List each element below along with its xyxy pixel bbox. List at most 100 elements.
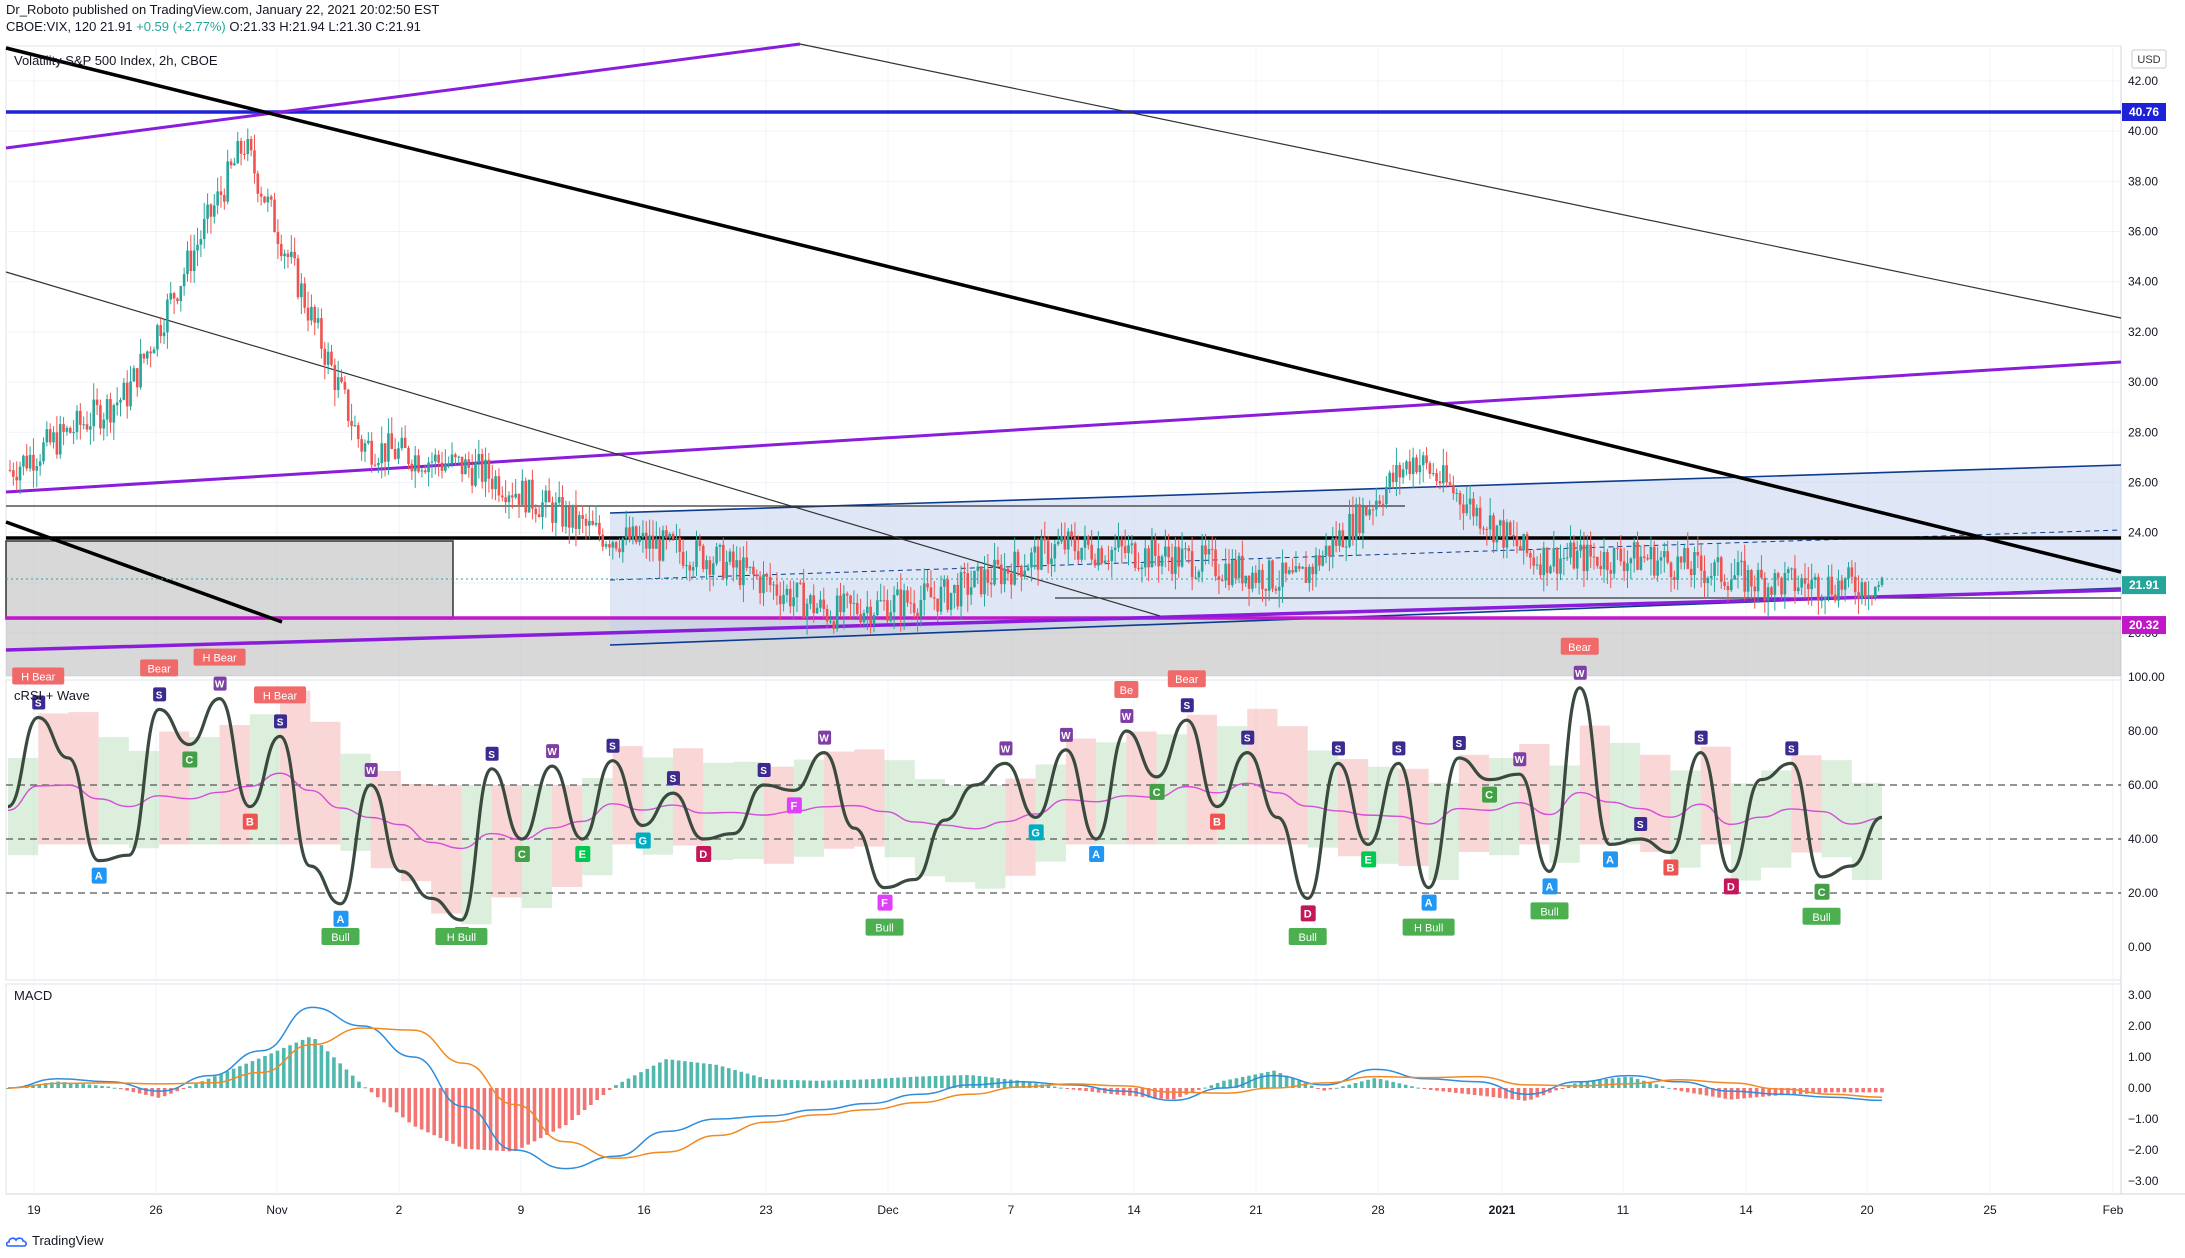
macd-histogram-bar bbox=[43, 1083, 48, 1088]
macd-histogram-bar bbox=[864, 1079, 869, 1088]
wave-marker-bottom bbox=[1028, 824, 1044, 841]
candle-body bbox=[1298, 566, 1301, 569]
candle-body bbox=[1673, 577, 1676, 580]
candle-body bbox=[1746, 570, 1750, 592]
lower-gray-zone bbox=[6, 618, 2121, 676]
macd-histogram-bar bbox=[1165, 1088, 1170, 1100]
bear-label-text: Bear bbox=[1568, 642, 1592, 654]
candle-body bbox=[243, 153, 246, 155]
macd-histogram-bar bbox=[589, 1088, 593, 1106]
candle-body bbox=[296, 258, 300, 298]
candle-body bbox=[236, 140, 240, 164]
x-tick-label: 19 bbox=[27, 1203, 41, 1217]
candle-body bbox=[1693, 552, 1696, 576]
candle-body bbox=[1291, 570, 1294, 573]
candle-body bbox=[1529, 553, 1532, 558]
candle-body bbox=[450, 454, 454, 464]
candle-body bbox=[1301, 566, 1304, 569]
bear-label bbox=[1560, 637, 1599, 655]
macd-histogram-bar bbox=[250, 1061, 255, 1088]
candle-body bbox=[1264, 589, 1268, 591]
candle-body bbox=[494, 476, 497, 490]
candle-body bbox=[1562, 557, 1566, 559]
candle-body bbox=[1552, 548, 1556, 567]
macd-histogram-bar bbox=[1159, 1088, 1164, 1099]
bear-label bbox=[193, 648, 246, 666]
currency-label: USD bbox=[2137, 54, 2160, 66]
candle-body bbox=[139, 353, 142, 388]
wave-marker-top bbox=[485, 746, 499, 761]
time-axis[interactable]: 19 26 Nov 2 9 16 23 Dec 7 14 21 28 2021 11 14 20 25 Feb bbox=[27, 1203, 2123, 1217]
candle-body bbox=[581, 515, 584, 519]
macd-pane[interactable] bbox=[5, 983, 2122, 1195]
candle-body bbox=[437, 454, 440, 463]
tradingview-logo[interactable]: TradingView bbox=[5, 1233, 104, 1248]
candle-body bbox=[956, 584, 960, 607]
bull-label bbox=[865, 918, 904, 936]
macd-histogram-bar bbox=[1479, 1088, 1483, 1096]
macd-histogram-bar bbox=[921, 1076, 925, 1088]
bull-label bbox=[1402, 918, 1455, 936]
candle-body bbox=[521, 480, 524, 505]
candle-body bbox=[1877, 585, 1880, 587]
candle-body bbox=[1237, 555, 1241, 579]
candle-body bbox=[1338, 530, 1341, 546]
macd-histogram-bar bbox=[426, 1088, 430, 1133]
candle-body bbox=[444, 464, 447, 471]
candle-body bbox=[1656, 560, 1659, 576]
rsi-signal-line bbox=[7, 772, 1883, 850]
candle-body bbox=[1505, 522, 1509, 548]
macd-histogram-bar bbox=[1416, 1087, 1421, 1089]
candle-body bbox=[1847, 567, 1850, 579]
candle-body bbox=[1622, 561, 1626, 572]
macd-histogram-bar bbox=[300, 1039, 305, 1088]
x-tick-label: 9 bbox=[518, 1203, 525, 1217]
candle-body bbox=[457, 456, 461, 458]
candle-body bbox=[1790, 568, 1793, 570]
bull-label bbox=[1802, 907, 1841, 925]
rsi-cloud-segment bbox=[703, 762, 734, 861]
macd-histogram-bar bbox=[733, 1069, 737, 1088]
candle-body bbox=[1408, 461, 1412, 475]
candle-body bbox=[1817, 576, 1820, 601]
candle-body bbox=[514, 493, 517, 498]
candle-body bbox=[1683, 548, 1686, 563]
macd-histogram-bar bbox=[1316, 1088, 1320, 1089]
candle-body bbox=[1087, 536, 1090, 545]
macd-histogram-bar bbox=[1046, 1085, 1051, 1088]
candle-body bbox=[1763, 577, 1767, 601]
wave-marker-letter: E bbox=[1364, 854, 1371, 866]
candle-body bbox=[621, 538, 625, 553]
candle-body bbox=[1093, 559, 1097, 566]
candle-body bbox=[1632, 542, 1636, 559]
macd-signal-line bbox=[7, 1027, 1883, 1160]
bear-label-text: Bear bbox=[1175, 674, 1199, 686]
candles[interactable] bbox=[8, 128, 1884, 635]
macd-histogram-bar bbox=[1259, 1073, 1264, 1088]
candle-body bbox=[1830, 576, 1834, 595]
macd-histogram-bar bbox=[294, 1042, 299, 1088]
candle-body bbox=[343, 381, 347, 390]
candle-body bbox=[1760, 569, 1763, 578]
candle-body bbox=[1642, 556, 1646, 558]
bear-label-text: Bear bbox=[148, 663, 172, 675]
wave-marker-letter: D bbox=[1727, 881, 1735, 893]
candle-body bbox=[711, 563, 715, 575]
wave-marker-letter: A bbox=[1425, 898, 1433, 910]
candle-body bbox=[283, 253, 286, 257]
macd-histogram-bar bbox=[520, 1088, 524, 1148]
candle-body bbox=[588, 520, 591, 526]
candle-body bbox=[778, 595, 782, 605]
price-tick-label: 24.00 bbox=[2128, 526, 2158, 540]
candle-body bbox=[805, 603, 809, 619]
macd-histogram-bar bbox=[1742, 1088, 1746, 1099]
macd-histogram-bar bbox=[570, 1088, 574, 1121]
candle-body bbox=[1773, 573, 1777, 595]
macd-histogram-bar bbox=[639, 1072, 643, 1088]
macd-histogram-bar bbox=[1209, 1085, 1214, 1088]
macd-histogram-bar bbox=[1334, 1087, 1339, 1089]
candle-body bbox=[1636, 542, 1639, 570]
candle-body bbox=[1596, 556, 1599, 566]
candle-body bbox=[1368, 509, 1371, 516]
